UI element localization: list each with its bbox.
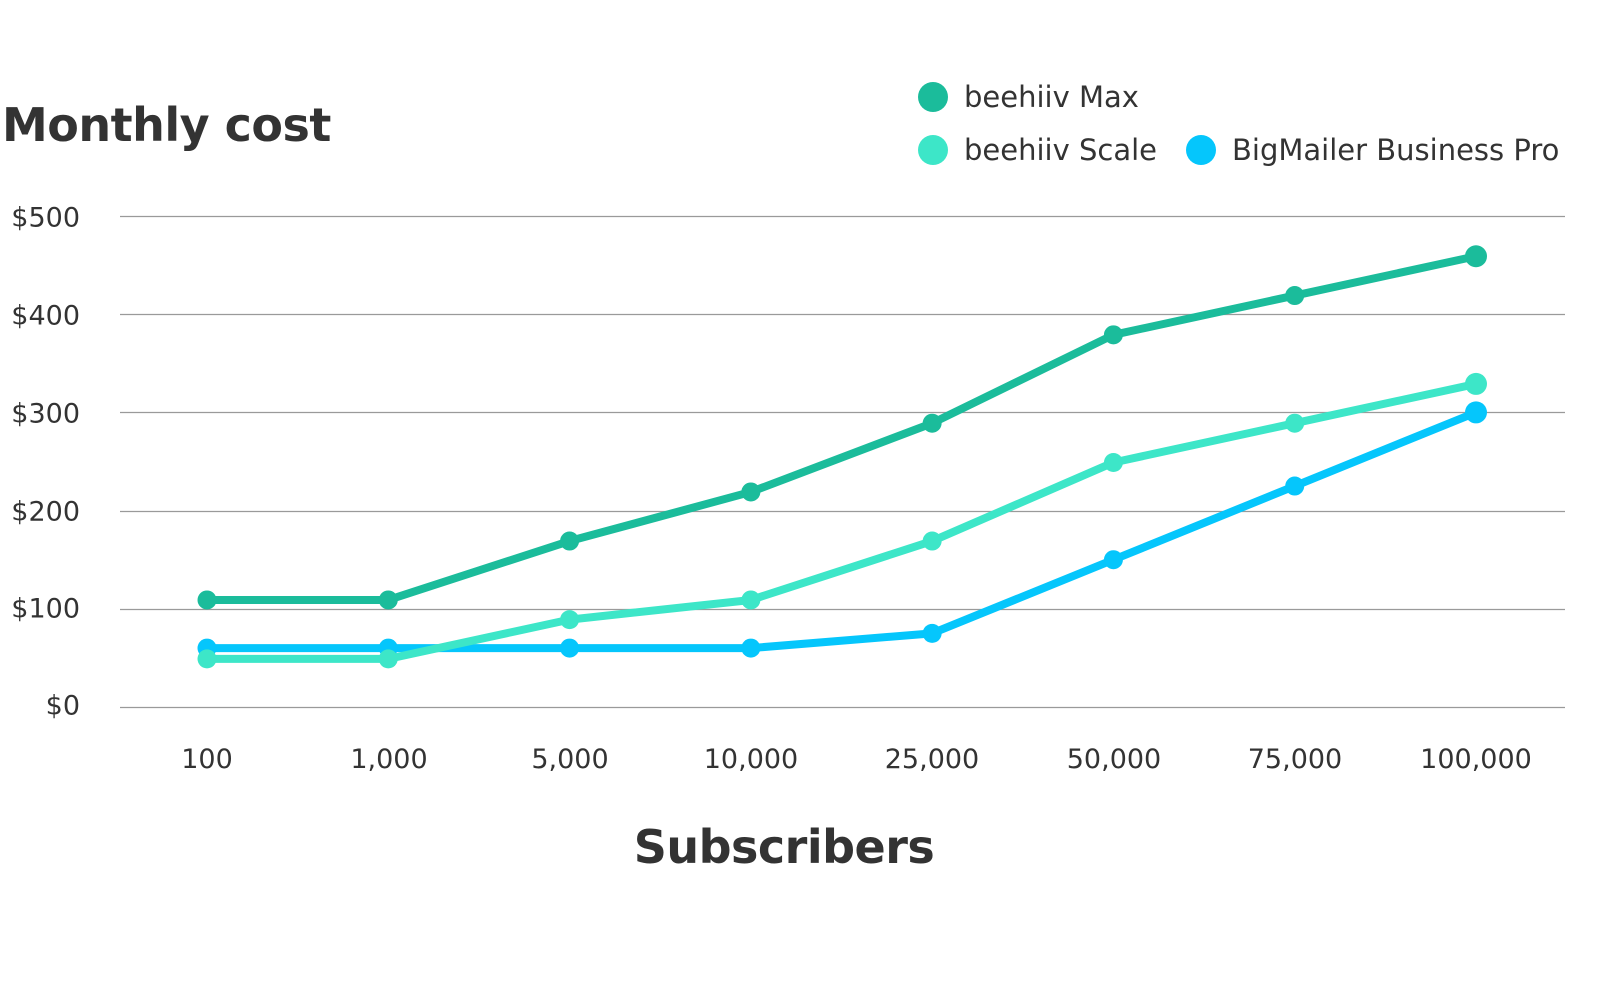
gridlines bbox=[120, 215, 1565, 709]
data-point-marker[interactable] bbox=[1285, 413, 1305, 433]
x-tick-label: 50,000 bbox=[1066, 744, 1162, 775]
data-point-marker[interactable] bbox=[1285, 286, 1305, 306]
data-point-marker[interactable] bbox=[1103, 550, 1123, 570]
data-point-marker[interactable] bbox=[1103, 452, 1123, 472]
y-tick-label: $200 bbox=[11, 496, 80, 528]
data-point-marker[interactable] bbox=[741, 590, 761, 610]
y-tick-label: $100 bbox=[11, 593, 80, 625]
data-point-marker[interactable] bbox=[922, 623, 942, 643]
legend-label: beehiiv Max bbox=[964, 80, 1139, 114]
legend-label: beehiiv Scale bbox=[964, 133, 1157, 167]
y-tick-label: $300 bbox=[11, 398, 80, 430]
y-tick-label: $400 bbox=[11, 300, 80, 332]
data-point-marker[interactable] bbox=[197, 649, 217, 669]
x-tick-label: 75,000 bbox=[1247, 744, 1343, 775]
data-point-marker[interactable] bbox=[1465, 245, 1487, 268]
series-line-bigmailer-business-pro bbox=[207, 408, 1478, 653]
data-point-marker[interactable] bbox=[197, 590, 217, 610]
legend-item-bigmailer-business-pro[interactable]: BigMailer Business Pro bbox=[1186, 133, 1559, 167]
data-point-marker[interactable] bbox=[741, 482, 761, 502]
legend-item-beehiiv-scale[interactable]: beehiiv Scale bbox=[918, 133, 1157, 167]
series-line-beehiiv-max bbox=[207, 252, 1477, 604]
data-point-marker[interactable] bbox=[922, 531, 942, 551]
series-line-beehiiv-scale bbox=[207, 380, 1477, 663]
data-point-marker[interactable] bbox=[1465, 401, 1487, 424]
data-point-marker[interactable] bbox=[378, 590, 398, 610]
data-point-marker[interactable] bbox=[560, 531, 580, 551]
x-tick-label: 25,000 bbox=[884, 744, 980, 775]
data-point-marker[interactable] bbox=[560, 610, 580, 630]
x-tick-label: 100,000 bbox=[1420, 744, 1532, 775]
data-point-marker[interactable] bbox=[378, 649, 398, 669]
x-tick-label: 1,000 bbox=[350, 744, 428, 775]
data-point-marker[interactable] bbox=[1465, 372, 1487, 395]
y-tick-label: $0 bbox=[45, 690, 80, 722]
data-point-marker[interactable] bbox=[922, 413, 942, 433]
x-tick-label: 5,000 bbox=[531, 744, 609, 775]
x-tick-label: 100 bbox=[181, 744, 233, 775]
data-point-marker[interactable] bbox=[1103, 325, 1123, 345]
data-point-marker[interactable] bbox=[741, 638, 761, 658]
y-tick-label: $500 bbox=[11, 202, 80, 234]
data-point-marker[interactable] bbox=[560, 638, 580, 658]
legend-dot-icon bbox=[918, 82, 948, 112]
series-lines bbox=[197, 245, 1487, 669]
legend-dot-icon bbox=[1186, 135, 1216, 165]
legend-dot-icon bbox=[918, 135, 948, 165]
legend-item-beehiiv-max[interactable]: beehiiv Max bbox=[918, 80, 1139, 114]
legend-label: BigMailer Business Pro bbox=[1232, 133, 1560, 167]
x-tick-label: 10,000 bbox=[703, 744, 799, 775]
y-axis-title: Monthly cost bbox=[2, 98, 331, 152]
x-axis-title: Subscribers bbox=[633, 820, 935, 874]
data-point-marker[interactable] bbox=[1285, 476, 1305, 496]
